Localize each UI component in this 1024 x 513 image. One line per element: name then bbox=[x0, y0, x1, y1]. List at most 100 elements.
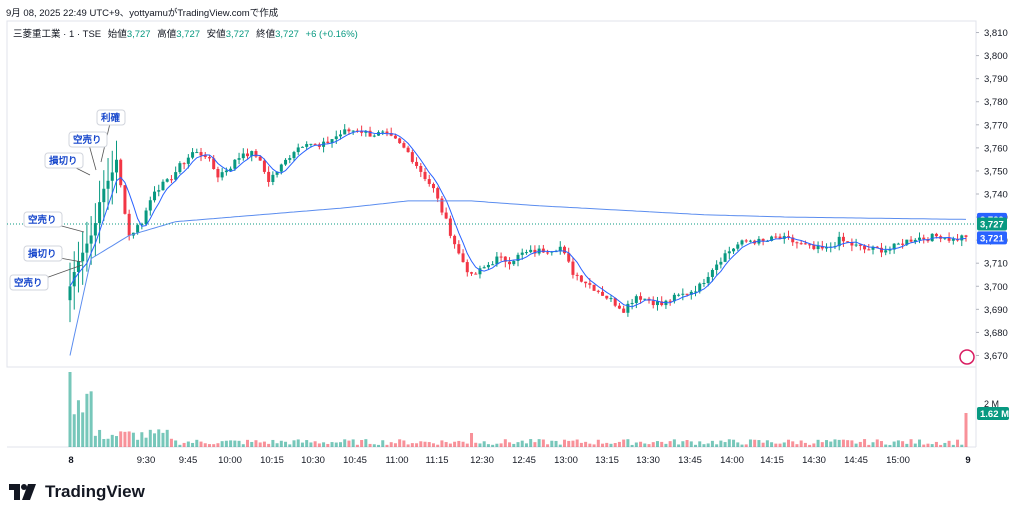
candle-body bbox=[732, 248, 736, 252]
volume-bar bbox=[169, 438, 173, 447]
candle-body bbox=[465, 262, 469, 273]
volume-scale-label: 2 M bbox=[984, 399, 999, 409]
candle-body bbox=[951, 239, 955, 241]
volume-bar bbox=[774, 443, 778, 447]
candle-body bbox=[153, 191, 157, 201]
candle-body bbox=[431, 183, 435, 189]
candle-body bbox=[326, 141, 330, 143]
candle-body bbox=[681, 293, 685, 295]
candle-body bbox=[491, 264, 495, 266]
volume-bar bbox=[947, 440, 951, 447]
volume-bar bbox=[846, 440, 850, 447]
candle-body bbox=[816, 245, 820, 250]
tradingview-logo[interactable]: TradingView bbox=[9, 482, 145, 502]
candle-body bbox=[419, 166, 423, 172]
volume-bar bbox=[609, 443, 613, 447]
volume-bar bbox=[296, 439, 300, 447]
candle-body bbox=[562, 246, 566, 254]
y-tick-label: 3,760 bbox=[984, 143, 1008, 154]
volume-bar bbox=[884, 444, 888, 447]
candle-body bbox=[858, 244, 862, 246]
volume-bar bbox=[478, 443, 482, 447]
annotation-text: 損切り bbox=[28, 248, 57, 260]
candle-body bbox=[89, 235, 93, 244]
candle-body bbox=[427, 179, 431, 184]
candle-body bbox=[774, 236, 778, 238]
volume-bar bbox=[719, 440, 723, 447]
candle-body bbox=[368, 130, 372, 137]
candle-body bbox=[905, 239, 909, 245]
candle-body bbox=[402, 143, 406, 148]
volume-bar bbox=[554, 440, 558, 447]
candle-body bbox=[436, 188, 440, 199]
candle-body bbox=[689, 291, 693, 295]
volume-bar bbox=[892, 441, 896, 447]
volume-bar bbox=[305, 440, 309, 447]
volume-bar bbox=[246, 439, 250, 447]
volume-bar bbox=[841, 439, 845, 447]
volume-bar bbox=[72, 414, 76, 447]
volume-bar bbox=[512, 443, 516, 447]
volume-bar bbox=[436, 444, 440, 447]
y-tick-label: 3,690 bbox=[984, 305, 1008, 316]
volume-bar bbox=[499, 443, 503, 447]
candle-body bbox=[178, 163, 182, 173]
volume-bar bbox=[740, 444, 744, 447]
annotation-text: 空売り bbox=[28, 214, 57, 226]
candle-body bbox=[351, 130, 355, 132]
volume-bar bbox=[617, 441, 621, 447]
volume-bar bbox=[136, 439, 140, 447]
candle-body bbox=[960, 235, 964, 241]
symbol-name[interactable]: 三菱重工業 · 1 · TSE bbox=[13, 29, 102, 40]
candle-body bbox=[529, 249, 533, 253]
volume-bar bbox=[381, 440, 385, 447]
volume-bar bbox=[795, 444, 799, 447]
volume-bar bbox=[934, 441, 938, 447]
x-tick-label: 10:00 bbox=[218, 455, 242, 466]
volume-bar bbox=[651, 442, 655, 447]
volume-bar bbox=[672, 439, 676, 447]
volume-bar bbox=[660, 441, 664, 447]
candle-body bbox=[592, 284, 596, 291]
volume-bar bbox=[453, 441, 457, 447]
candle-body bbox=[808, 244, 812, 246]
candle-body bbox=[588, 283, 592, 285]
volume-bar bbox=[744, 444, 748, 447]
x-tick-label: 12:30 bbox=[470, 455, 494, 466]
volume-bar bbox=[918, 439, 922, 447]
volume-bar bbox=[816, 439, 820, 447]
candle-body bbox=[300, 146, 304, 148]
candle-body bbox=[508, 261, 512, 265]
candle-body bbox=[381, 131, 385, 133]
candle-body bbox=[837, 236, 841, 247]
candle-body bbox=[601, 291, 605, 296]
candle-body bbox=[613, 298, 617, 306]
volume-bar bbox=[791, 441, 795, 447]
candle-body bbox=[292, 152, 296, 159]
volume-bar bbox=[81, 412, 85, 447]
candle-body bbox=[275, 171, 279, 175]
volume-bar bbox=[153, 433, 157, 447]
candle-body bbox=[558, 246, 562, 252]
volume-bar bbox=[241, 444, 245, 447]
volume-bar bbox=[457, 440, 461, 447]
y-tick-label: 3,700 bbox=[984, 282, 1008, 293]
volume-bar bbox=[233, 440, 237, 447]
candle-body bbox=[740, 240, 744, 245]
candle-body bbox=[385, 131, 389, 134]
volume-bar bbox=[419, 441, 423, 447]
x-tick-label: 9:45 bbox=[179, 455, 198, 466]
x-tick-label: 14:30 bbox=[802, 455, 826, 466]
candle-body bbox=[148, 200, 152, 211]
candle-body bbox=[702, 283, 706, 285]
volume-bar bbox=[896, 440, 900, 447]
annotation-text: 利確 bbox=[100, 112, 121, 124]
candle-body bbox=[715, 264, 719, 270]
candle-body bbox=[596, 290, 600, 292]
candle-body bbox=[123, 185, 127, 214]
candle-body bbox=[499, 256, 503, 258]
candle-body bbox=[626, 303, 630, 313]
volume-bar bbox=[753, 439, 757, 447]
